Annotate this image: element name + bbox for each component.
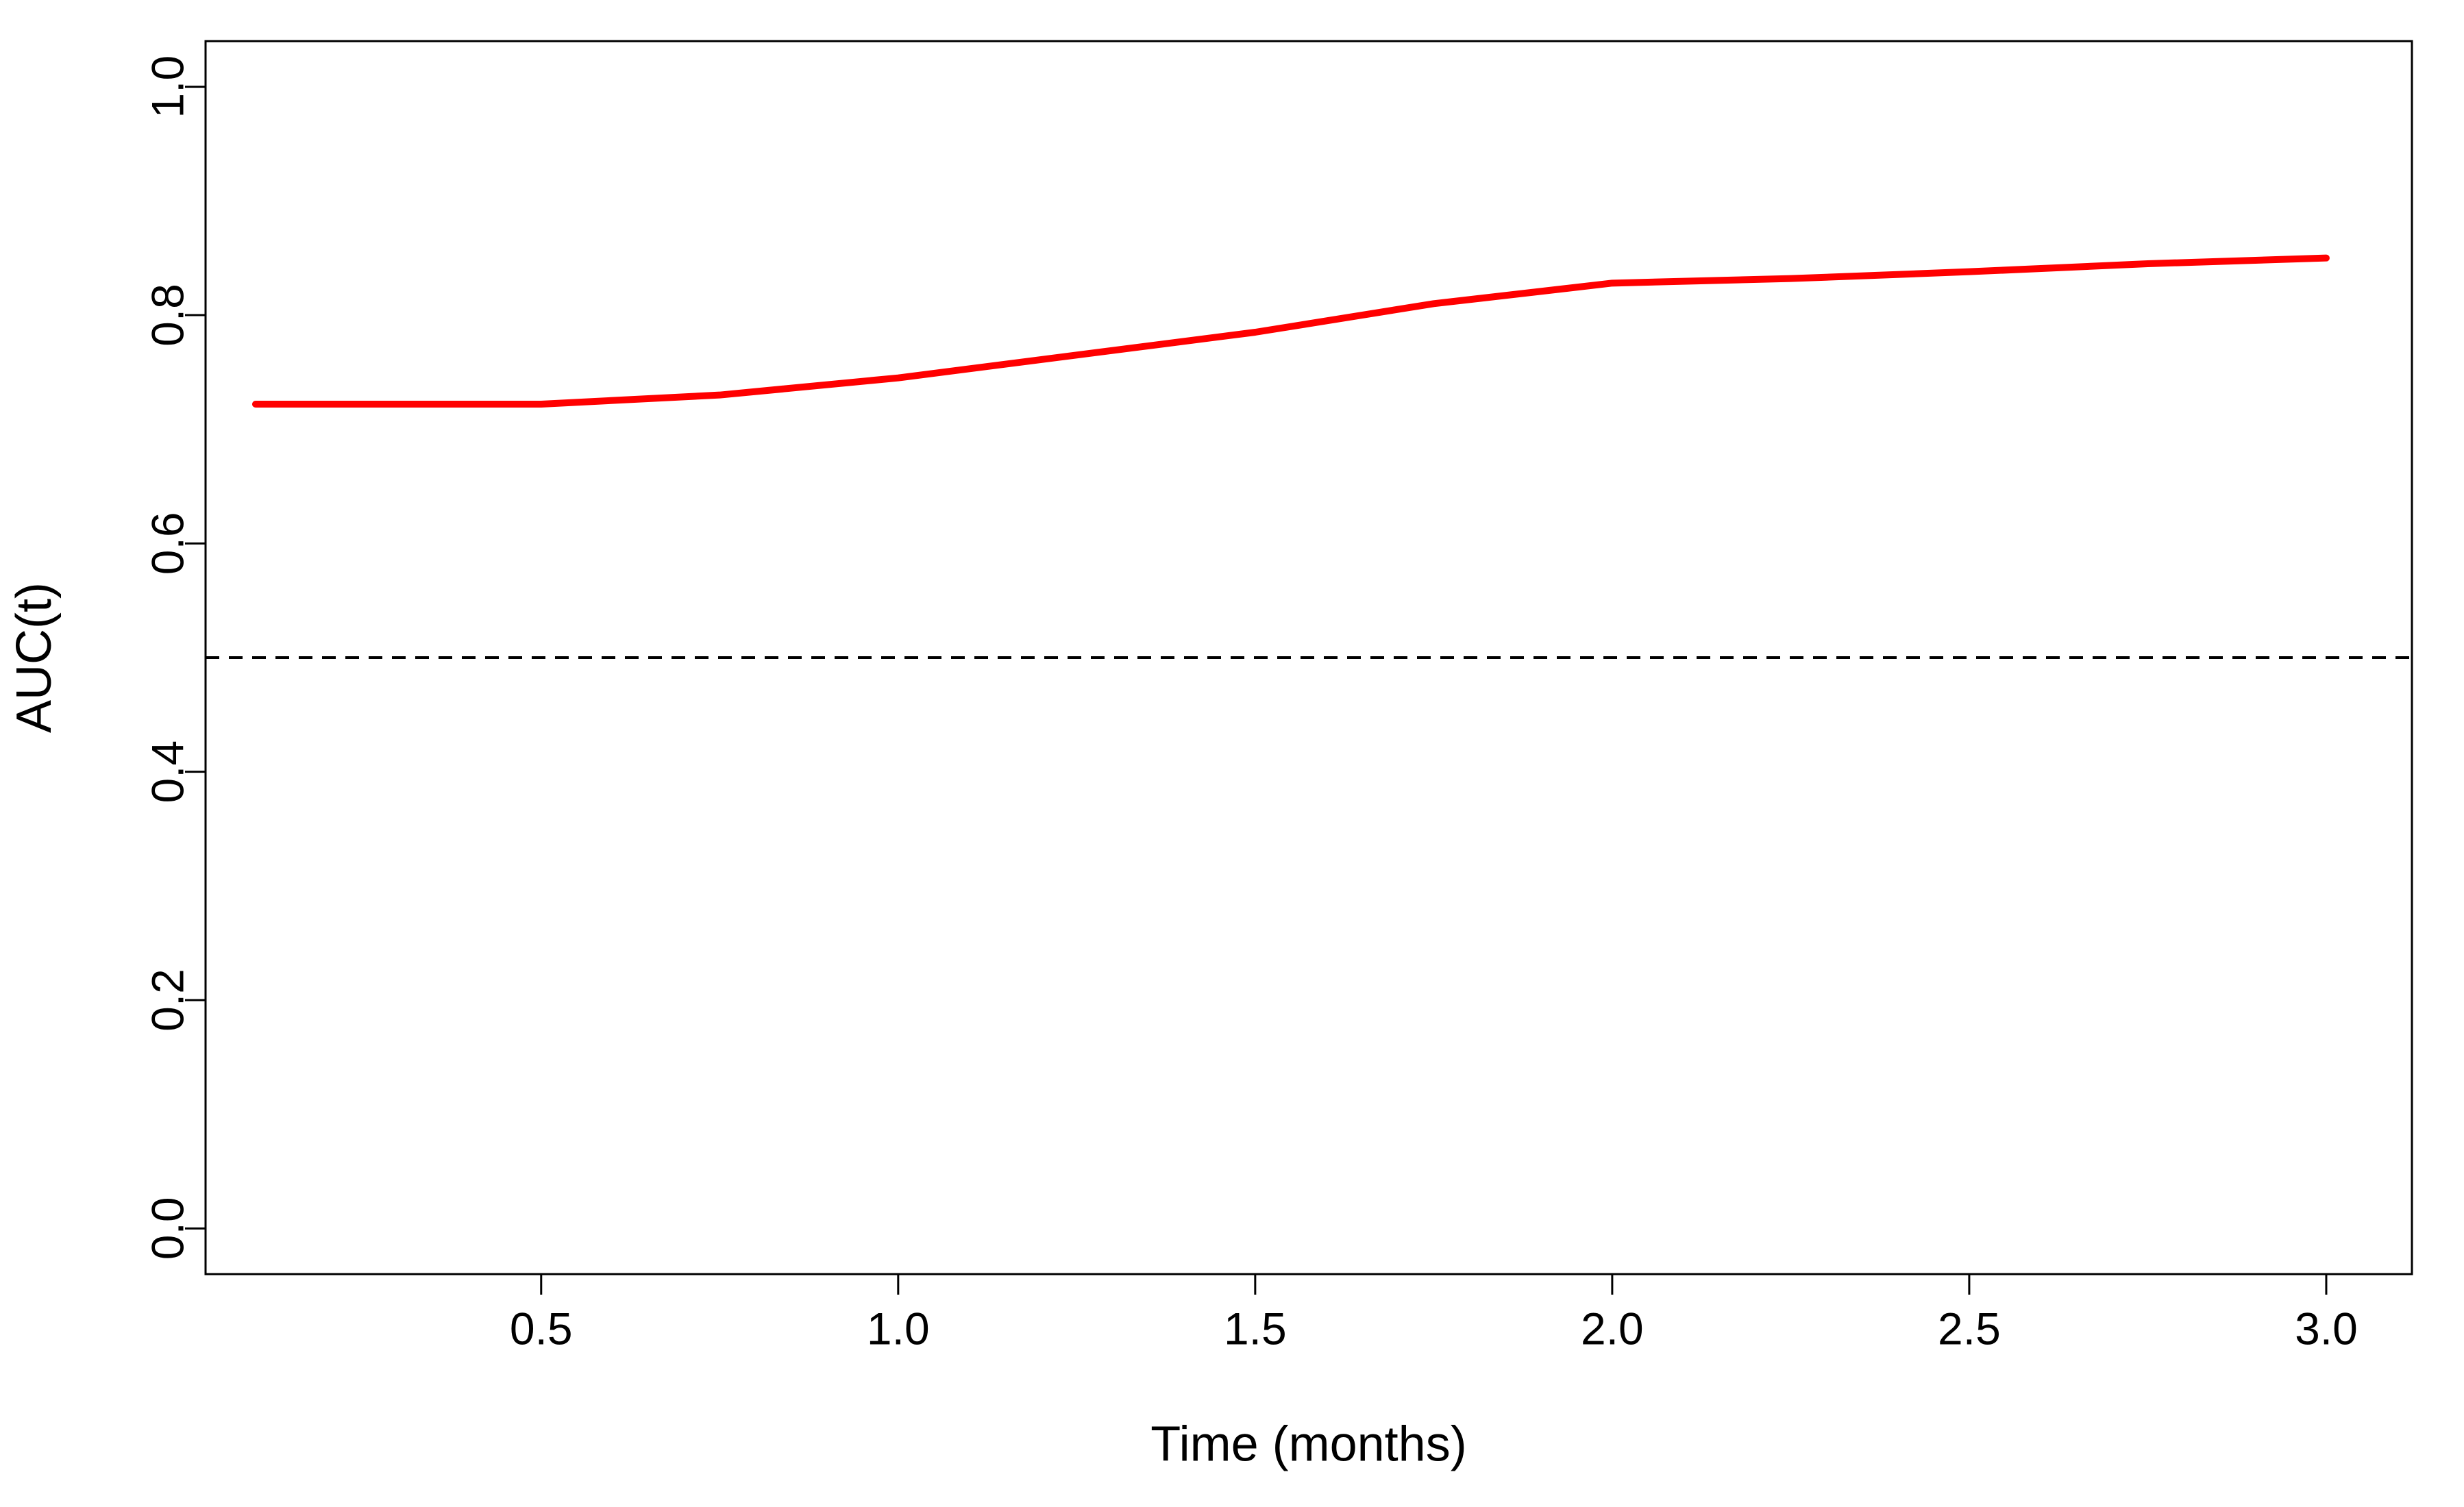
x-tick-label: 2.0 <box>1581 1304 1644 1354</box>
y-tick-label: 0.4 <box>142 740 193 804</box>
x-tick-label: 1.5 <box>1224 1304 1287 1354</box>
x-tick-label: 3.0 <box>2295 1304 2358 1354</box>
y-tick-label: 0.2 <box>142 969 193 1032</box>
x-axis-label: Time (months) <box>1150 1417 1466 1472</box>
y-tick-label: 0.6 <box>142 512 193 575</box>
y-axis-label: AUC(t) <box>7 582 62 733</box>
y-tick-label: 0.8 <box>142 284 193 347</box>
x-tick-label: 0.5 <box>510 1304 573 1354</box>
x-tick-label: 2.5 <box>1938 1304 2001 1354</box>
y-tick-label: 1.0 <box>142 55 193 119</box>
x-tick-label: 1.0 <box>867 1304 930 1354</box>
chart-svg: 0.5 1.0 1.5 2.0 2.5 3.0 0.0 0.2 0.4 0.6 0.8 1.0 Time… <box>0 0 2464 1507</box>
auc-time-chart: 0.5 1.0 1.5 2.0 2.5 3.0 0.0 0.2 0.4 0.6 0.8 1.0 Time… <box>0 0 2464 1507</box>
y-tick-label: 0.0 <box>142 1197 193 1260</box>
